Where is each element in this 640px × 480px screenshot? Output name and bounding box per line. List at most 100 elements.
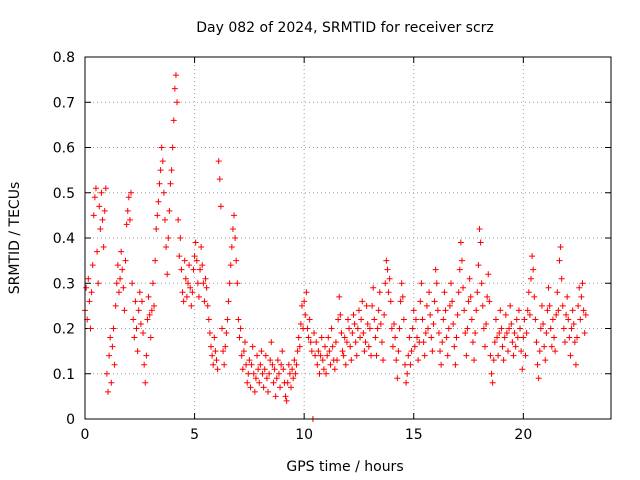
data-point: [381, 311, 388, 318]
data-point: [152, 257, 159, 264]
data-point: [234, 280, 241, 287]
data-point: [456, 266, 463, 273]
data-point: [441, 289, 448, 296]
data-point: [89, 262, 96, 269]
data-point: [131, 334, 138, 341]
data-point: [274, 357, 281, 364]
data-point: [200, 280, 207, 287]
data-point: [414, 334, 421, 341]
data-point: [554, 289, 561, 296]
data-point: [361, 348, 368, 355]
data-point: [106, 352, 113, 359]
data-point: [399, 293, 406, 300]
data-point: [129, 280, 136, 287]
data-point: [469, 339, 476, 346]
data-point: [306, 316, 313, 323]
data-point: [360, 330, 367, 337]
data-point: [252, 375, 259, 382]
data-point: [498, 325, 505, 332]
data-point: [475, 262, 482, 269]
data-point: [506, 325, 513, 332]
x-tick-label: 5: [190, 427, 199, 443]
data-point: [204, 302, 211, 309]
data-point: [326, 348, 333, 355]
data-point: [460, 284, 467, 291]
data-point: [278, 361, 285, 368]
data-point: [376, 289, 383, 296]
data-point: [355, 307, 362, 314]
data-point: [403, 379, 410, 386]
data-point: [532, 316, 539, 323]
data-point: [100, 244, 107, 251]
data-point: [213, 357, 220, 364]
data-point: [137, 320, 144, 327]
data-point: [228, 244, 235, 251]
x-tick-label: 15: [405, 427, 423, 443]
data-point: [342, 361, 349, 368]
data-point: [450, 320, 457, 327]
data-point: [572, 361, 579, 368]
y-tick-label: 0: [66, 412, 75, 428]
data-point: [266, 370, 273, 377]
data-point: [542, 357, 549, 364]
data-point: [391, 320, 398, 327]
data-point: [153, 225, 160, 232]
data-point: [422, 330, 429, 337]
data-point: [365, 343, 372, 350]
data-point: [508, 320, 515, 327]
data-point: [530, 266, 537, 273]
data-point: [568, 325, 575, 332]
data-point: [512, 343, 519, 350]
data-point: [225, 298, 232, 305]
data-point: [523, 330, 530, 337]
data-point: [258, 348, 265, 355]
data-point: [224, 316, 231, 323]
chart-title: Day 082 of 2024, SRMTID for receiver scr…: [196, 20, 494, 36]
data-point: [455, 289, 462, 296]
data-point: [364, 320, 371, 327]
data-point: [192, 239, 199, 246]
plot-frame: [84, 56, 612, 420]
data-point: [408, 348, 415, 355]
data-point: [88, 289, 95, 296]
y-tick-label: 0.8: [53, 50, 75, 66]
data-point: [490, 357, 497, 364]
data-point: [502, 311, 509, 318]
data-point: [118, 248, 125, 255]
data-point: [261, 366, 268, 373]
data-point: [509, 339, 516, 346]
data-point: [438, 361, 445, 368]
data-point: [444, 352, 451, 359]
data-point: [336, 293, 343, 300]
data-point: [503, 330, 510, 337]
data-point: [383, 257, 390, 264]
data-point: [179, 289, 186, 296]
data-point: [304, 325, 311, 332]
data-point: [350, 311, 357, 318]
data-point: [117, 275, 124, 282]
data-point: [206, 330, 213, 337]
data-point: [525, 289, 532, 296]
data-point: [515, 307, 522, 314]
data-point: [308, 348, 315, 355]
data-point: [141, 361, 148, 368]
data-point: [358, 316, 365, 323]
data-point: [187, 284, 194, 291]
data-point: [198, 244, 205, 251]
data-point: [323, 370, 330, 377]
data-point: [143, 352, 150, 359]
y-tick-label: 0.6: [53, 141, 75, 157]
data-point: [368, 352, 375, 359]
data-point: [543, 330, 550, 337]
data-point: [145, 293, 152, 300]
data-point: [467, 293, 474, 300]
data-point: [157, 167, 164, 174]
data-point: [511, 330, 518, 337]
data-point: [83, 284, 90, 291]
data-point: [94, 248, 101, 255]
data-point: [214, 366, 221, 373]
data-point: [241, 339, 248, 346]
data-point: [256, 379, 263, 386]
data-point: [439, 339, 446, 346]
data-point: [495, 352, 502, 359]
